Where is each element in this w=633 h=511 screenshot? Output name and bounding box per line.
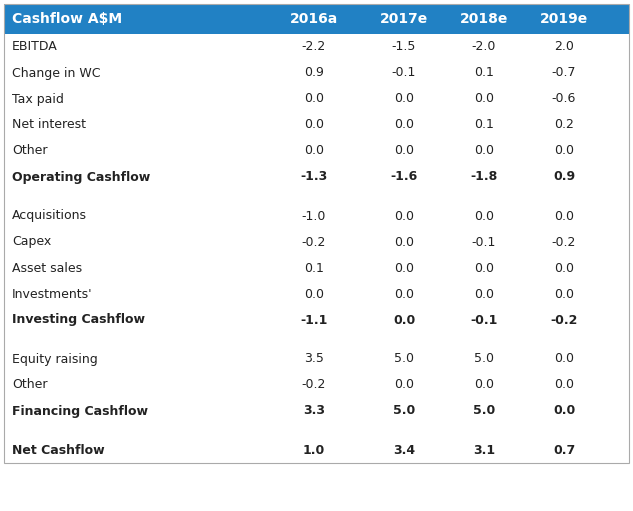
Text: -1.5: -1.5 [392, 40, 416, 54]
Bar [4, 86, 629, 112]
Bar [4, 255, 629, 281]
Bar [4, 398, 629, 424]
Text: 2016a: 2016a [290, 12, 338, 26]
Text: 0.0: 0.0 [304, 92, 324, 105]
Text: 3.3: 3.3 [303, 405, 325, 417]
Bar [4, 307, 629, 333]
Text: 2018e: 2018e [460, 12, 508, 26]
Text: Investing Cashflow: Investing Cashflow [12, 314, 145, 327]
Text: 0.0: 0.0 [394, 236, 414, 248]
Text: Net Cashflow: Net Cashflow [12, 444, 104, 456]
Text: -1.6: -1.6 [391, 171, 418, 183]
Text: -1.3: -1.3 [301, 171, 328, 183]
Text: -0.1: -0.1 [472, 236, 496, 248]
Text: 0.0: 0.0 [304, 145, 324, 157]
Text: 5.0: 5.0 [474, 353, 494, 365]
Text: Equity raising: Equity raising [12, 353, 97, 365]
Text: 3.1: 3.1 [473, 444, 495, 456]
Text: 0.0: 0.0 [474, 145, 494, 157]
Text: 0.1: 0.1 [474, 66, 494, 80]
Bar [4, 281, 629, 307]
Text: 0.0: 0.0 [474, 210, 494, 222]
Text: 0.0: 0.0 [474, 262, 494, 274]
Text: -1.8: -1.8 [470, 171, 498, 183]
Text: 2017e: 2017e [380, 12, 428, 26]
Text: -0.1: -0.1 [392, 66, 416, 80]
Text: Other: Other [12, 145, 47, 157]
Text: 1.0: 1.0 [303, 444, 325, 456]
Text: Operating Cashflow: Operating Cashflow [12, 171, 150, 183]
Bar [4, 34, 629, 60]
Bar [4, 4, 629, 34]
Text: 3.5: 3.5 [304, 353, 324, 365]
Text: -2.2: -2.2 [302, 40, 326, 54]
Bar [4, 372, 629, 398]
Text: 5.0: 5.0 [473, 405, 495, 417]
Text: Other: Other [12, 379, 47, 391]
Text: -2.0: -2.0 [472, 40, 496, 54]
Text: 0.0: 0.0 [554, 145, 574, 157]
Text: 0.0: 0.0 [394, 262, 414, 274]
Bar [4, 437, 629, 463]
Text: -0.2: -0.2 [552, 236, 576, 248]
Text: -1.1: -1.1 [300, 314, 328, 327]
Text: Financing Cashflow: Financing Cashflow [12, 405, 148, 417]
Text: Acquisitions: Acquisitions [12, 210, 87, 222]
Text: 0.0: 0.0 [554, 210, 574, 222]
Text: 0.2: 0.2 [554, 119, 574, 131]
Text: -0.1: -0.1 [470, 314, 498, 327]
Text: 0.0: 0.0 [394, 119, 414, 131]
Text: 0.9: 0.9 [304, 66, 324, 80]
Text: 0.1: 0.1 [474, 119, 494, 131]
Text: 0.0: 0.0 [554, 353, 574, 365]
Text: 0.0: 0.0 [394, 92, 414, 105]
Text: 0.0: 0.0 [474, 92, 494, 105]
Bar [4, 60, 629, 86]
Text: 2.0: 2.0 [554, 40, 574, 54]
Bar [4, 4, 629, 463]
Text: 2019e: 2019e [540, 12, 588, 26]
Text: 5.0: 5.0 [394, 353, 414, 365]
Text: 0.7: 0.7 [553, 444, 575, 456]
Text: Asset sales: Asset sales [12, 262, 82, 274]
Text: Investments': Investments' [12, 288, 92, 300]
Text: 0.0: 0.0 [394, 145, 414, 157]
Text: 0.0: 0.0 [554, 262, 574, 274]
Bar [4, 164, 629, 190]
Text: 0.0: 0.0 [553, 405, 575, 417]
Text: -0.6: -0.6 [552, 92, 576, 105]
Bar [4, 138, 629, 164]
Text: EBITDA: EBITDA [12, 40, 58, 54]
Text: -0.2: -0.2 [302, 379, 326, 391]
Text: Capex: Capex [12, 236, 51, 248]
Text: Change in WC: Change in WC [12, 66, 101, 80]
Text: -0.2: -0.2 [550, 314, 578, 327]
Text: 0.1: 0.1 [304, 262, 324, 274]
Text: 0.0: 0.0 [394, 288, 414, 300]
Bar [4, 346, 629, 372]
Text: 0.0: 0.0 [304, 119, 324, 131]
Bar [4, 112, 629, 138]
Text: 0.0: 0.0 [554, 379, 574, 391]
Text: -0.7: -0.7 [552, 66, 576, 80]
Text: 0.0: 0.0 [394, 210, 414, 222]
Text: 0.0: 0.0 [474, 288, 494, 300]
Bar [4, 203, 629, 229]
Text: 5.0: 5.0 [393, 405, 415, 417]
Text: 0.0: 0.0 [474, 379, 494, 391]
Text: Net interest: Net interest [12, 119, 86, 131]
Text: 0.0: 0.0 [394, 379, 414, 391]
Text: 0.0: 0.0 [304, 288, 324, 300]
Text: Cashflow A$M: Cashflow A$M [12, 12, 122, 26]
Text: -0.2: -0.2 [302, 236, 326, 248]
Bar [4, 229, 629, 255]
Text: 0.0: 0.0 [393, 314, 415, 327]
Text: Tax paid: Tax paid [12, 92, 64, 105]
Text: 0.0: 0.0 [554, 288, 574, 300]
Text: 0.9: 0.9 [553, 171, 575, 183]
Text: -1.0: -1.0 [302, 210, 326, 222]
Text: 3.4: 3.4 [393, 444, 415, 456]
